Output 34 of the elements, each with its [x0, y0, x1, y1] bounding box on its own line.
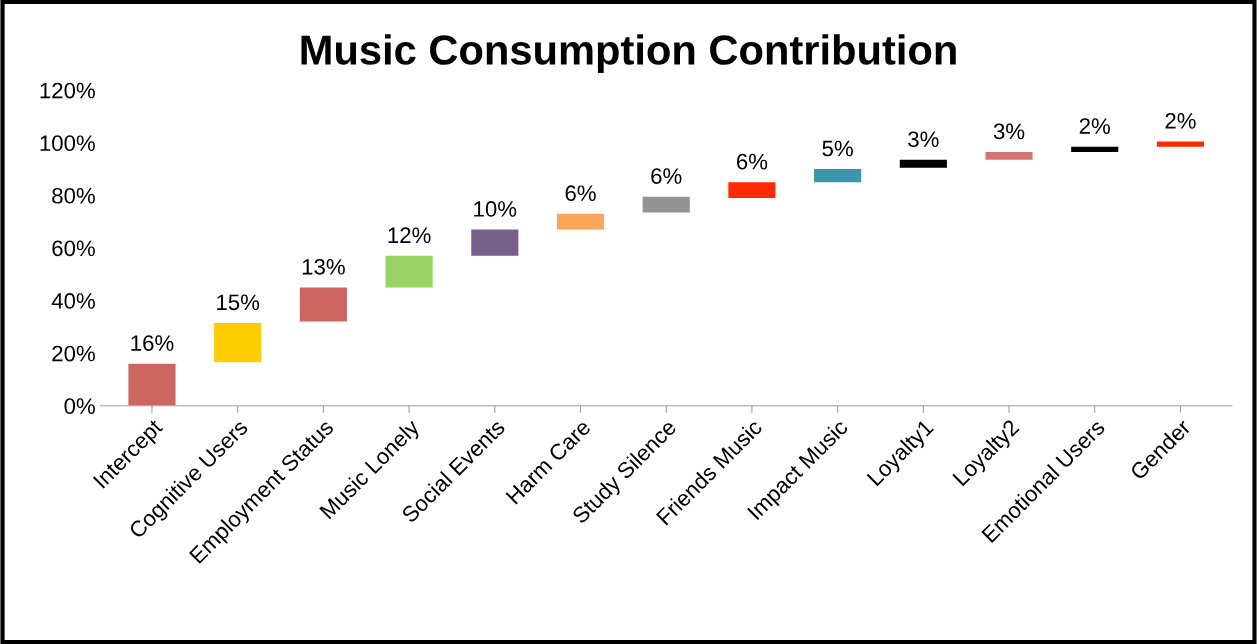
- bar: [128, 363, 176, 406]
- y-tick-label: 0%: [64, 398, 95, 414]
- data-label: 3%: [993, 123, 1025, 140]
- y-tick-label: 20%: [52, 345, 95, 362]
- bar: [471, 229, 519, 256]
- data-label: 10%: [474, 201, 517, 217]
- chart-title: Music Consumption Contribution: [301, 34, 956, 74]
- data-label: 12%: [388, 227, 431, 244]
- data-label: 6%: [651, 168, 682, 184]
- bar: [556, 213, 605, 230]
- data-label: 2%: [1165, 112, 1196, 129]
- bar: [985, 151, 1033, 160]
- data-label: 2%: [1079, 118, 1110, 134]
- data-label: 16%: [131, 335, 174, 351]
- bar: [728, 182, 776, 198]
- y-tick-label: 100%: [40, 135, 95, 152]
- bar: [214, 322, 262, 363]
- bar: [1071, 146, 1119, 152]
- data-label: 3%: [908, 131, 939, 148]
- y-tick-label: 60%: [52, 240, 95, 257]
- data-label: 6%: [736, 153, 768, 170]
- data-label: 13%: [302, 258, 345, 275]
- bar: [385, 255, 433, 288]
- bar: [814, 169, 862, 183]
- y-tick-label: 80%: [52, 187, 95, 204]
- data-label: 5%: [822, 140, 853, 157]
- bar: [642, 196, 690, 213]
- y-tick-label: 40%: [51, 293, 95, 309]
- bar: [299, 287, 347, 322]
- data-label: 6%: [565, 185, 596, 202]
- bar: [899, 159, 947, 168]
- data-label: 15%: [217, 294, 260, 311]
- y-tick-label: 120%: [40, 82, 95, 99]
- bar: [1156, 141, 1205, 147]
